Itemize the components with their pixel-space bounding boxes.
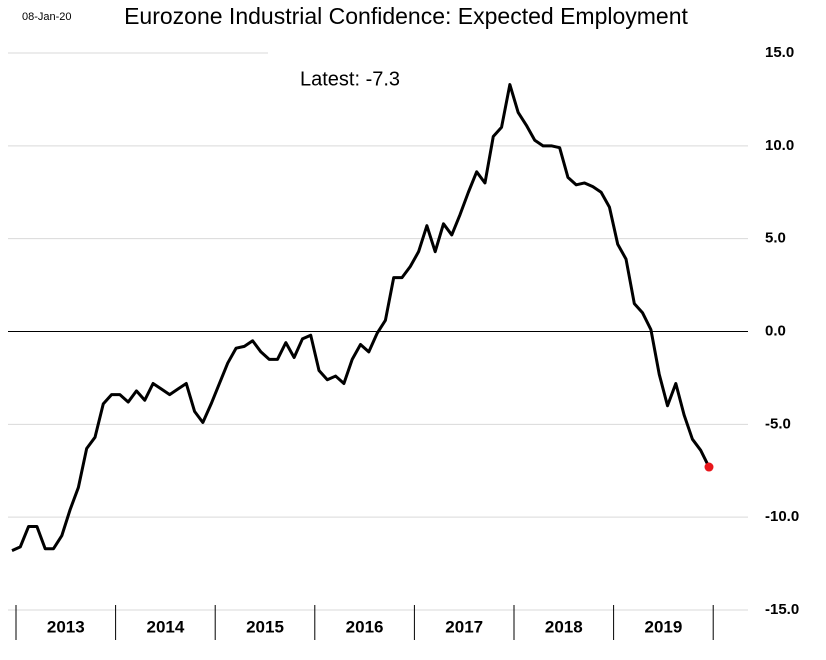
data-line [11, 83, 711, 552]
y-tick-label: -10.0 [765, 508, 799, 525]
x-tick-label: 2015 [246, 617, 284, 636]
y-tick-label: 15.0 [765, 44, 794, 61]
x-tick-label: 2014 [146, 617, 184, 636]
x-tick-label: 2019 [644, 617, 682, 636]
x-tick-label: 2016 [346, 617, 384, 636]
x-tick-label: 2017 [445, 617, 483, 636]
x-tick-label: 2018 [545, 617, 583, 636]
latest-point [704, 462, 714, 472]
y-tick-label: 10.0 [765, 137, 794, 154]
annotation: Latest: -7.3 [300, 68, 400, 90]
date-label: 08-Jan-20 [22, 11, 72, 23]
y-tick-label: 0.0 [765, 322, 786, 339]
x-tick-label: 2013 [47, 617, 85, 636]
y-tick-label: 5.0 [765, 230, 786, 247]
y-tick-label: -15.0 [765, 601, 799, 618]
y-tick-label: -5.0 [765, 415, 791, 432]
chart-title: Eurozone Industrial Confidence: Expected… [124, 3, 688, 29]
